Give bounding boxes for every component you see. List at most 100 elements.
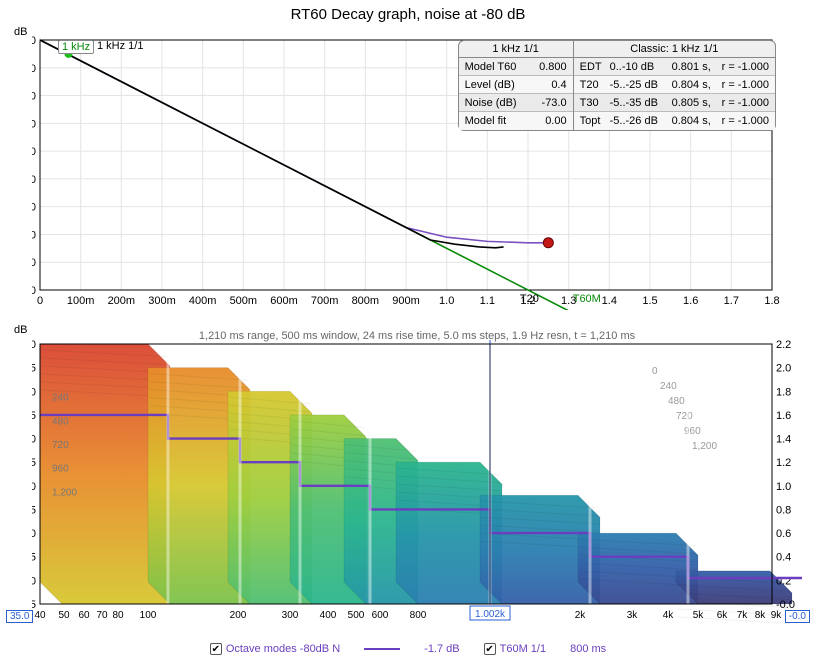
legend-item-1[interactable]: ✔ Octave modes -80dB N [210,643,340,655]
svg-text:700m: 700m [311,295,339,307]
legend-item-2[interactable]: ✔ T60M 1/1 [484,643,546,655]
svg-text:-80: -80 [32,257,36,269]
svg-text:500m: 500m [230,295,258,307]
svg-text:1.0: 1.0 [439,295,454,307]
svg-text:40: 40 [32,575,36,587]
svg-text:0: 0 [37,295,43,307]
svg-text:0.8: 0.8 [776,504,791,516]
svg-text:T60M: T60M [573,293,601,305]
svg-text:1.8: 1.8 [776,386,791,398]
legend-2-label: T60M 1/1 [500,643,546,655]
svg-text:-50: -50 [32,174,36,186]
svg-text:1.4: 1.4 [602,295,617,307]
svg-text:40: 40 [34,610,46,621]
svg-text:75: 75 [32,410,36,422]
svg-text:-60: -60 [32,202,36,214]
svg-text:0.6: 0.6 [776,528,791,540]
svg-text:480: 480 [668,396,685,407]
svg-text:1.6: 1.6 [776,410,791,422]
info-col1: 1 kHz 1/1 Model T600.800Level (dB)0.4Noi… [459,41,574,130]
svg-text:-90: -90 [32,285,36,297]
svg-text:85: 85 [32,363,36,375]
svg-text:60: 60 [32,481,36,493]
svg-text:65: 65 [32,457,36,469]
info2-row: T30-5..-35 dB0.805 s,r = -1.000 [574,94,775,112]
info1-row: Noise (dB)-73.0 [459,94,573,112]
svg-text:50: 50 [32,528,36,540]
waterfall-info-text: 1,210 ms range, 500 ms window, 24 ms ris… [199,330,635,342]
svg-text:500: 500 [348,610,365,621]
svg-text:-40: -40 [32,146,36,158]
checkbox-icon[interactable]: ✔ [484,643,496,655]
svg-text:1.4: 1.4 [776,434,791,446]
svg-text:0.4: 0.4 [776,552,791,564]
svg-text:4k: 4k [663,610,675,621]
svg-text:0: 0 [32,35,36,47]
svg-text:900m: 900m [392,295,420,307]
svg-text:80: 80 [112,610,124,621]
svg-text:-70: -70 [32,229,36,241]
svg-text:6k: 6k [717,610,729,621]
info-col2: Classic: 1 kHz 1/1 EDT0..-10 dB0.801 s,r… [574,41,775,130]
svg-text:200m: 200m [108,295,136,307]
svg-text:100: 100 [140,610,157,621]
svg-text:2.2: 2.2 [776,339,791,351]
svg-text:0: 0 [652,366,658,377]
info1-row: Model T600.800 [459,58,573,76]
svg-text:2k: 2k [575,610,587,621]
svg-text:1.002k: 1.002k [475,609,506,620]
svg-text:240: 240 [660,381,677,392]
svg-text:600m: 600m [270,295,298,307]
legend-1-swatch [364,648,400,650]
svg-text:45: 45 [32,552,36,564]
svg-text:2.0: 2.0 [776,363,791,375]
svg-text:800m: 800m [352,295,380,307]
svg-text:55: 55 [32,504,36,516]
legend-2-value: 800 ms [570,643,606,655]
svg-text:3k: 3k [627,610,639,621]
left-y-badge[interactable]: 35.0 [6,610,33,623]
right-y-badge[interactable]: -0.0 [785,610,810,623]
legend: ✔ Octave modes -80dB N -1.7 dB ✔ T60M 1/… [0,640,816,658]
svg-text:960: 960 [52,464,69,475]
info-col1-header: 1 kHz 1/1 [459,41,573,58]
svg-text:-10: -10 [32,63,36,75]
svg-text:400m: 400m [189,295,217,307]
svg-text:1.7: 1.7 [724,295,739,307]
svg-text:1.2: 1.2 [776,457,791,469]
info1-row: Model fit0.00 [459,112,573,130]
svg-text:200: 200 [230,610,247,621]
svg-text:1.6: 1.6 [683,295,698,307]
y-unit-top: dB [14,26,27,38]
legend-1-label: Octave modes -80dB N [226,643,340,655]
svg-text:80: 80 [32,386,36,398]
legend-1-value: -1.7 dB [424,643,459,655]
svg-text:5k: 5k [693,610,705,621]
freq-label-2: 1 kHz 1/1 [94,40,146,52]
svg-text:1.0: 1.0 [776,481,791,493]
svg-text:240: 240 [52,393,69,404]
svg-text:60: 60 [78,610,90,621]
svg-text:800: 800 [410,610,427,621]
svg-text:70: 70 [32,434,36,446]
page-title: RT60 Decay graph, noise at -80 dB [0,0,816,25]
svg-text:720: 720 [676,411,693,422]
svg-text:1.1: 1.1 [480,295,495,307]
svg-text:50: 50 [58,610,70,621]
info1-row: Level (dB)0.4 [459,76,573,94]
svg-text:1,200: 1,200 [692,441,717,452]
svg-text:8k: 8k [755,610,767,621]
checkbox-icon[interactable]: ✔ [210,643,222,655]
info2-row: T20-5..-25 dB0.804 s,r = -1.000 [574,76,775,94]
svg-text:100m: 100m [67,295,95,307]
y-unit-bot: dB [14,324,27,336]
svg-text:1.8: 1.8 [764,295,779,307]
svg-text:300: 300 [282,610,299,621]
svg-text:1.5: 1.5 [642,295,657,307]
svg-text:70: 70 [96,610,108,621]
svg-text:-30: -30 [32,118,36,130]
svg-text:90: 90 [32,339,36,351]
svg-text:-20: -20 [32,91,36,103]
info2-row: Topt-5..-26 dB0.804 s,r = -1.000 [574,112,775,130]
svg-text:T20: T20 [520,293,539,305]
